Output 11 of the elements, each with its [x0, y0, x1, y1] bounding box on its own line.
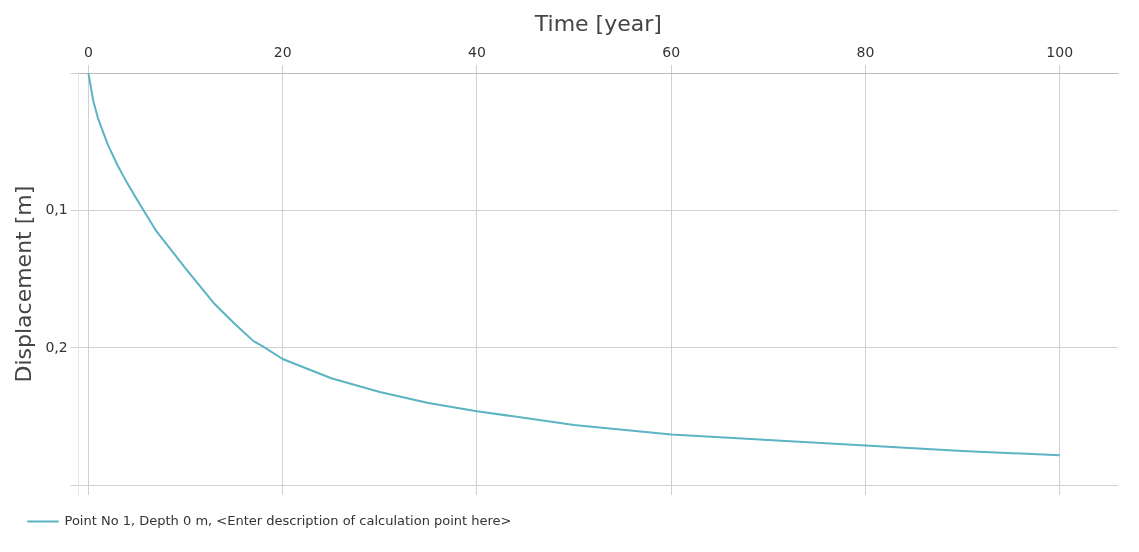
x-tick-label: 60 — [662, 44, 681, 61]
y-tick-label: 0,1 — [45, 201, 68, 218]
y-tick-label: 0,2 — [45, 338, 68, 355]
x-tick-label: 80 — [856, 44, 875, 61]
legend-label: Point No 1, Depth 0 m, <Enter description of calculation point here> — [64, 512, 512, 528]
y-axis-title: Displacement [m] — [10, 185, 36, 383]
x-tick-label: 100 — [1046, 44, 1074, 61]
x-tick-label: 40 — [468, 44, 486, 61]
x-axis-title: Time [year] — [533, 10, 662, 36]
x-tick-label: 20 — [273, 44, 292, 61]
x-tick-label: 0 — [83, 44, 93, 61]
